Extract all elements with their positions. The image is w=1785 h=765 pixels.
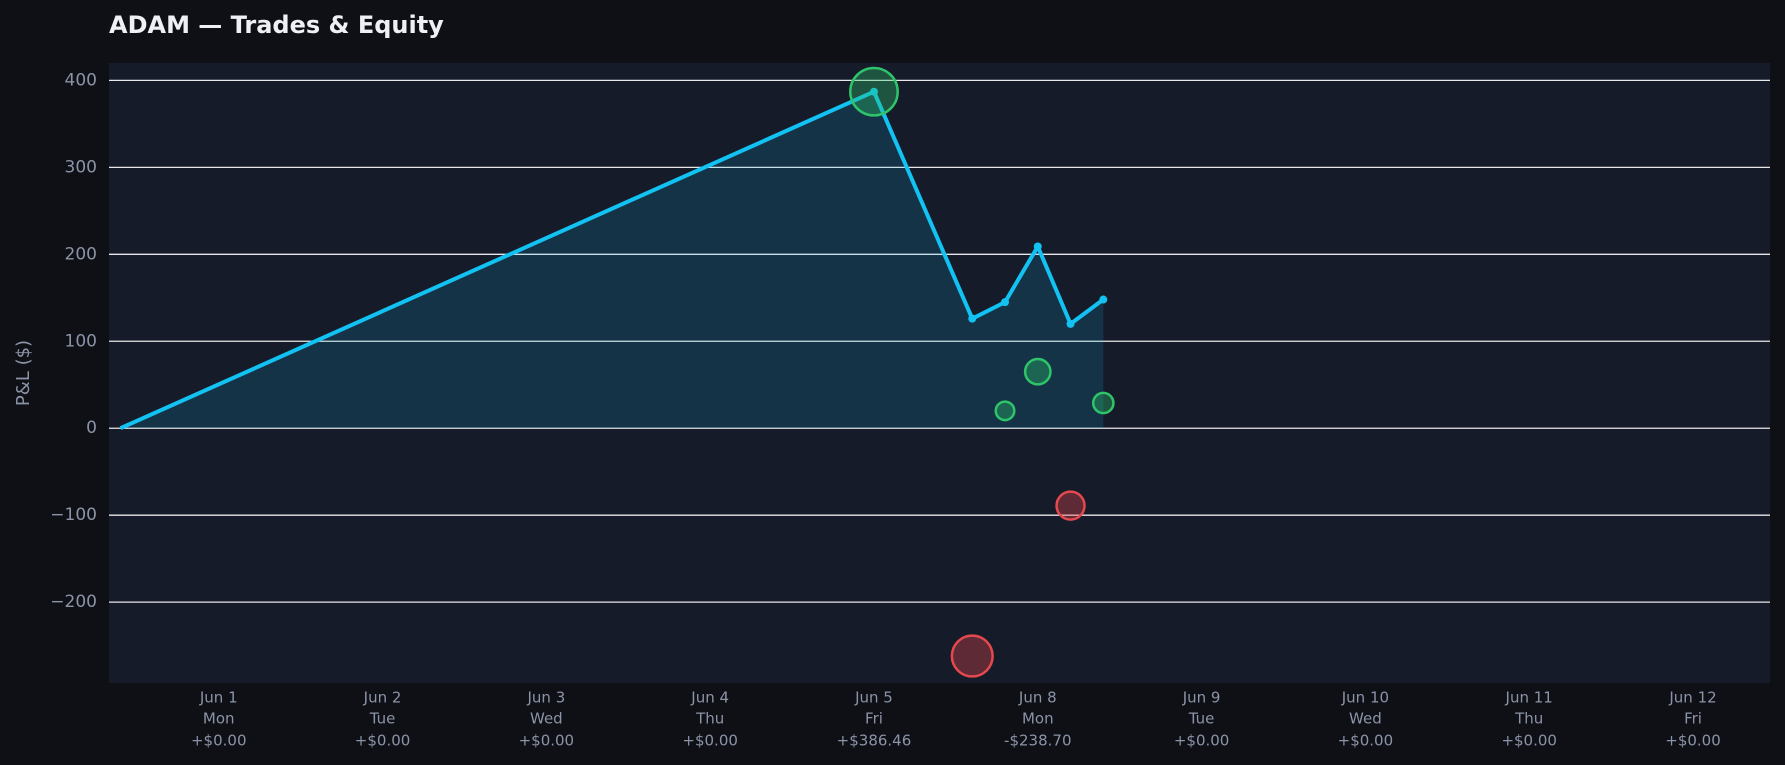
x-tick-weekday: Tue (1188, 710, 1215, 728)
x-tick-label: Jun 2 (363, 689, 402, 707)
x-tick-label: Jun 12 (1668, 689, 1716, 707)
x-tick-daily-pnl: +$386.46 (837, 732, 912, 750)
x-tick-daily-pnl: +$0.00 (191, 732, 247, 750)
y-tick-label: 300 (65, 157, 97, 177)
equity-point (869, 87, 878, 96)
x-tick-daily-pnl: +$0.00 (682, 732, 738, 750)
x-tick-daily-pnl: -$238.70 (1004, 732, 1071, 750)
x-tick-daily-pnl: +$0.00 (519, 732, 575, 750)
trade-marker (1023, 357, 1052, 386)
x-tick-daily-pnl: +$0.00 (1665, 732, 1721, 750)
equity-point (1066, 319, 1075, 328)
y-tick-label: −200 (50, 592, 97, 612)
x-tick-label: Jun 11 (1505, 689, 1553, 707)
y-tick-label: 0 (86, 418, 97, 438)
x-tick-weekday: Wed (1349, 710, 1382, 728)
y-tick-label: 400 (65, 70, 97, 90)
equity-point (1033, 242, 1042, 251)
equity-area (120, 91, 1104, 429)
x-tick-weekday: Wed (530, 710, 563, 728)
plot-area (109, 63, 1770, 683)
equity-point (1099, 295, 1108, 304)
x-tick-weekday: Tue (369, 710, 396, 728)
equity-point (1001, 298, 1010, 307)
x-tick-weekday: Thu (695, 710, 724, 728)
trade-marker (849, 66, 899, 117)
trade-marker (950, 634, 994, 678)
trade-marker (1055, 490, 1086, 521)
x-tick-daily-pnl: +$0.00 (1174, 732, 1230, 750)
x-tick-label: Jun 10 (1341, 689, 1389, 707)
x-tick-label: Jun 4 (690, 689, 729, 707)
x-tick-weekday: Fri (1684, 710, 1702, 728)
x-tick-label: Jun 1 (199, 689, 238, 707)
x-tick-daily-pnl: +$0.00 (1501, 732, 1557, 750)
x-tick-weekday: Fri (865, 710, 883, 728)
chart-title: ADAM — Trades & Equity (109, 11, 444, 39)
y-tick-label: −100 (50, 505, 97, 525)
x-tick-daily-pnl: +$0.00 (1338, 732, 1394, 750)
equity-point (968, 314, 977, 323)
y-tick-label: 200 (65, 244, 97, 264)
x-tick-label: Jun 3 (526, 689, 565, 707)
x-tick-label: Jun 9 (1182, 689, 1221, 707)
x-tick-label: Jun 5 (854, 689, 893, 707)
trade-marker (994, 400, 1016, 422)
y-axis-label: P&L ($) (13, 340, 34, 406)
x-tick-weekday: Mon (1022, 710, 1054, 728)
x-tick-weekday: Mon (203, 710, 235, 728)
trade-marker (1091, 391, 1115, 415)
x-tick-daily-pnl: +$0.00 (355, 732, 411, 750)
y-tick-label: 100 (65, 331, 97, 351)
x-tick-label: Jun 8 (1018, 689, 1057, 707)
x-tick-weekday: Thu (1514, 710, 1543, 728)
